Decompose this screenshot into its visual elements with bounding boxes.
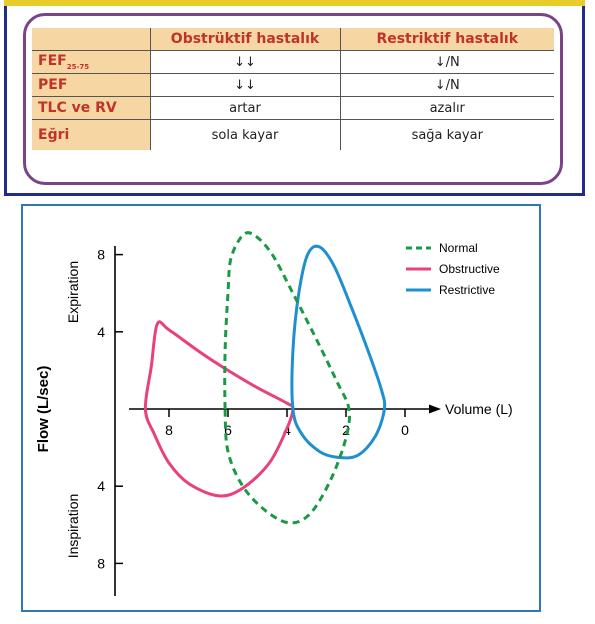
y-tick-label: 4 [97, 324, 105, 340]
chart-series [143, 231, 387, 525]
legend-label-obstructive: Obstructive [439, 262, 500, 276]
table-row: Eğri sola kayar sağa kayar [32, 119, 554, 150]
y-tick-label: 8 [97, 247, 105, 263]
table-rounded-border: Obstrüktif hastalık Restriktif hastalık … [23, 13, 563, 185]
table-row: FEF25-75 ↓↓ ↓/N [32, 50, 554, 74]
x-tick-label: 0 [401, 422, 409, 438]
table-panel: Obstrüktif hastalık Restriktif hastalık … [4, 0, 585, 196]
legend-label-restrictive: Restrictive [439, 283, 495, 297]
y-tick-label: 4 [97, 478, 105, 494]
chart-axes [114, 246, 441, 596]
header-obstructive: Obstrüktif hastalık [149, 28, 340, 51]
egri-obstructive: sola kayar [149, 119, 340, 150]
fef-restrictive: ↓/N [339, 50, 554, 74]
x-tick-label: 6 [224, 422, 232, 438]
tlc-rv-restrictive: azalır [339, 96, 554, 120]
x-axis-label: Volume (L) [445, 401, 513, 417]
legend-label-normal: Normal [439, 241, 478, 255]
header-restrictive: Restriktif hastalık [339, 28, 554, 51]
fef-subscript: 25-75 [66, 62, 90, 71]
table-corner-cell [32, 28, 150, 51]
tlc-rv-obstructive: artar [149, 96, 340, 120]
x-tick-label: 8 [165, 422, 173, 438]
row-label-fef: FEF25-75 [32, 50, 150, 74]
expiration-label: Expiration [65, 261, 81, 323]
pef-restrictive: ↓/N [339, 73, 554, 97]
fef-label: FEF [38, 53, 67, 70]
series-line-normal [223, 231, 351, 525]
y-tick-label: 8 [97, 555, 105, 571]
y-axis-label: Flow (L/sec) [35, 366, 52, 453]
fef-obstructive: ↓↓ [149, 50, 340, 74]
egri-restrictive: sağa kayar [339, 119, 554, 150]
inspiration-label: Inspiration [65, 494, 81, 559]
chart-legend: Normal Obstructive Restrictive [406, 241, 500, 297]
table-row: PEF ↓↓ ↓/N [32, 73, 554, 97]
x-tick-label: 2 [342, 422, 350, 438]
series-line-restrictive [290, 244, 387, 460]
pef-obstructive: ↓↓ [149, 73, 340, 97]
row-label-tlc-rv: TLC ve RV [32, 96, 150, 120]
table-row: TLC ve RV artar azalır [32, 96, 554, 120]
table-header-row: Obstrüktif hastalık Restriktif hastalık [32, 28, 554, 51]
x-axis-arrow [429, 404, 441, 414]
row-label-pef: PEF [32, 73, 150, 97]
comparison-table: Obstrüktif hastalık Restriktif hastalık … [32, 28, 554, 150]
row-label-egri: Eğri [32, 119, 150, 150]
